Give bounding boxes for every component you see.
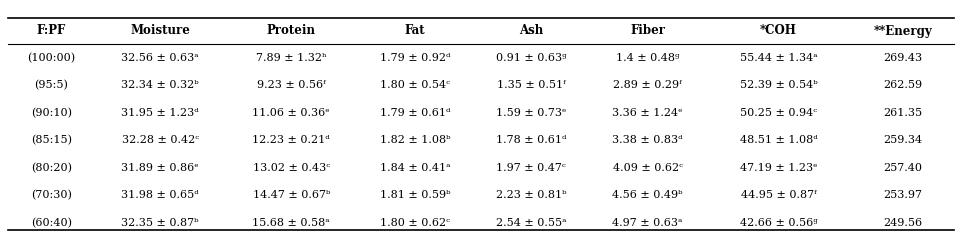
Text: 4.97 ± 0.63ᵃ: 4.97 ± 0.63ᵃ: [612, 218, 682, 228]
Text: 42.66 ± 0.56ᵍ: 42.66 ± 0.56ᵍ: [739, 218, 817, 228]
Text: 32.28 ± 0.42ᶜ: 32.28 ± 0.42ᶜ: [121, 135, 199, 145]
Text: Ash: Ash: [519, 25, 543, 38]
Text: 2.54 ± 0.55ᵃ: 2.54 ± 0.55ᵃ: [496, 218, 566, 228]
Text: 1.79 ± 0.92ᵈ: 1.79 ± 0.92ᵈ: [380, 53, 450, 63]
Text: (80:20): (80:20): [31, 163, 72, 173]
Text: (95:5): (95:5): [35, 80, 68, 90]
Text: (70:30): (70:30): [31, 190, 72, 200]
Text: 1.80 ± 0.54ᶜ: 1.80 ± 0.54ᶜ: [380, 80, 450, 90]
Text: 1.80 ± 0.62ᶜ: 1.80 ± 0.62ᶜ: [380, 218, 450, 228]
Text: 4.56 ± 0.49ᵇ: 4.56 ± 0.49ᵇ: [611, 190, 682, 200]
Text: 0.91 ± 0.63ᵍ: 0.91 ± 0.63ᵍ: [496, 53, 566, 63]
Text: 1.4 ± 0.48ᵍ: 1.4 ± 0.48ᵍ: [615, 53, 678, 63]
Text: 31.98 ± 0.65ᵈ: 31.98 ± 0.65ᵈ: [121, 190, 199, 200]
Text: 32.56 ± 0.63ᵃ: 32.56 ± 0.63ᵃ: [121, 53, 199, 63]
Text: 1.79 ± 0.61ᵈ: 1.79 ± 0.61ᵈ: [380, 108, 450, 118]
Text: 1.97 ± 0.47ᶜ: 1.97 ± 0.47ᶜ: [496, 163, 565, 173]
Text: (85:15): (85:15): [31, 135, 72, 145]
Text: 1.35 ± 0.51ᶠ: 1.35 ± 0.51ᶠ: [497, 80, 565, 90]
Text: 1.84 ± 0.41ᵃ: 1.84 ± 0.41ᵃ: [380, 163, 450, 173]
Text: 262.59: 262.59: [882, 80, 922, 90]
Text: (90:10): (90:10): [31, 108, 72, 118]
Text: 31.89 ± 0.86ᵉ: 31.89 ± 0.86ᵉ: [121, 163, 199, 173]
Text: 32.34 ± 0.32ᵇ: 32.34 ± 0.32ᵇ: [121, 80, 199, 90]
Text: 47.19 ± 1.23ᵉ: 47.19 ± 1.23ᵉ: [739, 163, 817, 173]
Text: 2.89 ± 0.29ᶠ: 2.89 ± 0.29ᶠ: [612, 80, 681, 90]
Text: 48.51 ± 1.08ᵈ: 48.51 ± 1.08ᵈ: [739, 135, 817, 145]
Text: 12.23 ± 0.21ᵈ: 12.23 ± 0.21ᵈ: [252, 135, 330, 145]
Text: 249.56: 249.56: [882, 218, 922, 228]
Text: 3.36 ± 1.24ᵉ: 3.36 ± 1.24ᵉ: [611, 108, 682, 118]
Text: 2.23 ± 0.81ᵇ: 2.23 ± 0.81ᵇ: [496, 190, 566, 200]
Text: (60:40): (60:40): [31, 218, 72, 228]
Text: 15.68 ± 0.58ᵃ: 15.68 ± 0.58ᵃ: [252, 218, 330, 228]
Text: 261.35: 261.35: [882, 108, 922, 118]
Text: 32.35 ± 0.87ᵇ: 32.35 ± 0.87ᵇ: [121, 218, 199, 228]
Text: 1.78 ± 0.61ᵈ: 1.78 ± 0.61ᵈ: [496, 135, 566, 145]
Text: *COH: *COH: [759, 25, 797, 38]
Text: 3.38 ± 0.83ᵈ: 3.38 ± 0.83ᵈ: [611, 135, 682, 145]
Text: Moisture: Moisture: [130, 25, 190, 38]
Text: 253.97: 253.97: [882, 190, 922, 200]
Text: 13.02 ± 0.43ᶜ: 13.02 ± 0.43ᶜ: [253, 163, 330, 173]
Text: F:PF: F:PF: [37, 25, 66, 38]
Text: 14.47 ± 0.67ᵇ: 14.47 ± 0.67ᵇ: [253, 190, 330, 200]
Text: 259.34: 259.34: [882, 135, 922, 145]
Text: 1.81 ± 0.59ᵇ: 1.81 ± 0.59ᵇ: [380, 190, 450, 200]
Text: **Energy: **Energy: [873, 25, 931, 38]
Text: 55.44 ± 1.34ᵃ: 55.44 ± 1.34ᵃ: [739, 53, 817, 63]
Text: Fiber: Fiber: [629, 25, 664, 38]
Text: 1.82 ± 1.08ᵇ: 1.82 ± 1.08ᵇ: [380, 135, 450, 145]
Text: Fat: Fat: [405, 25, 425, 38]
Text: 269.43: 269.43: [882, 53, 922, 63]
Text: Protein: Protein: [266, 25, 315, 38]
Text: 4.09 ± 0.62ᶜ: 4.09 ± 0.62ᶜ: [612, 163, 681, 173]
Text: 50.25 ± 0.94ᶜ: 50.25 ± 0.94ᶜ: [739, 108, 816, 118]
Text: 31.95 ± 1.23ᵈ: 31.95 ± 1.23ᵈ: [121, 108, 199, 118]
Text: 11.06 ± 0.36ᵉ: 11.06 ± 0.36ᵉ: [252, 108, 330, 118]
Text: (100:00): (100:00): [27, 53, 75, 63]
Text: 1.59 ± 0.73ᵉ: 1.59 ± 0.73ᵉ: [496, 108, 566, 118]
Text: 9.23 ± 0.56ᶠ: 9.23 ± 0.56ᶠ: [257, 80, 325, 90]
Text: 257.40: 257.40: [882, 163, 922, 173]
Text: 44.95 ± 0.87ᶠ: 44.95 ± 0.87ᶠ: [740, 190, 816, 200]
Text: 7.89 ± 1.32ʰ: 7.89 ± 1.32ʰ: [256, 53, 327, 63]
Text: 52.39 ± 0.54ᵇ: 52.39 ± 0.54ᵇ: [739, 80, 817, 90]
